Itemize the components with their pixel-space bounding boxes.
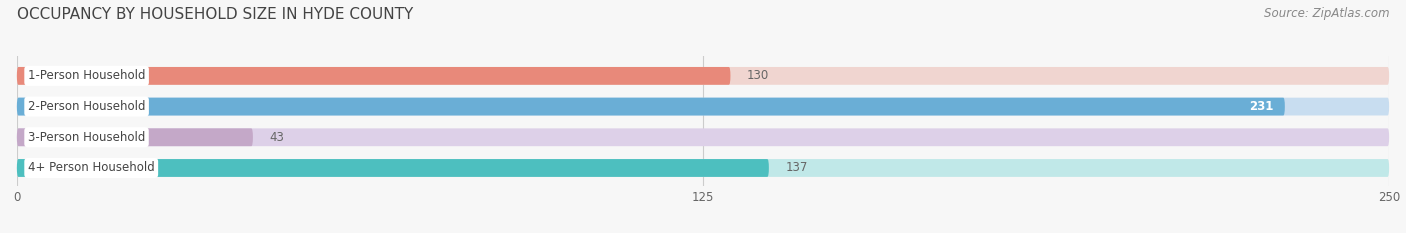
Text: 43: 43 [270, 131, 284, 144]
Text: 3-Person Household: 3-Person Household [28, 131, 145, 144]
FancyBboxPatch shape [17, 67, 1389, 85]
FancyBboxPatch shape [17, 159, 1389, 177]
FancyBboxPatch shape [17, 98, 1285, 116]
Text: 130: 130 [747, 69, 769, 82]
Text: 4+ Person Household: 4+ Person Household [28, 161, 155, 175]
Text: 137: 137 [786, 161, 807, 175]
FancyBboxPatch shape [17, 128, 1389, 146]
Text: 1-Person Household: 1-Person Household [28, 69, 145, 82]
Text: 231: 231 [1250, 100, 1274, 113]
FancyBboxPatch shape [17, 159, 769, 177]
FancyBboxPatch shape [17, 67, 731, 85]
Text: 2-Person Household: 2-Person Household [28, 100, 145, 113]
FancyBboxPatch shape [17, 98, 1389, 116]
FancyBboxPatch shape [17, 128, 253, 146]
Text: Source: ZipAtlas.com: Source: ZipAtlas.com [1264, 7, 1389, 20]
Text: OCCUPANCY BY HOUSEHOLD SIZE IN HYDE COUNTY: OCCUPANCY BY HOUSEHOLD SIZE IN HYDE COUN… [17, 7, 413, 22]
